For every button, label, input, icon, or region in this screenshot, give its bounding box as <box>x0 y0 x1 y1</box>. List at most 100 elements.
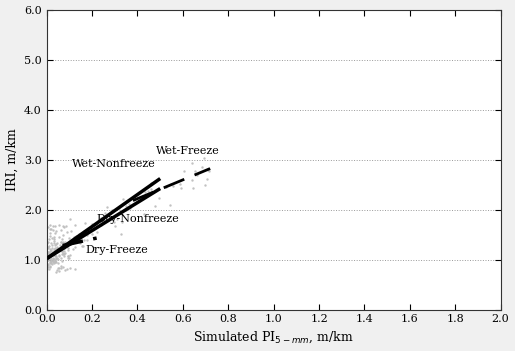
Point <box>64 253 72 259</box>
Point <box>58 259 66 264</box>
Point <box>188 160 196 166</box>
Point <box>57 239 65 245</box>
Point <box>47 258 56 264</box>
Point <box>50 223 59 229</box>
Point <box>57 264 65 269</box>
Point <box>53 267 61 273</box>
Point <box>92 221 100 227</box>
Point <box>50 243 59 248</box>
Point <box>43 262 52 268</box>
Point <box>115 205 123 211</box>
Point <box>57 239 65 245</box>
Point <box>46 223 54 228</box>
Point <box>46 226 55 232</box>
Point <box>57 227 65 232</box>
Point <box>45 256 53 262</box>
Point <box>72 234 80 240</box>
Point <box>72 237 80 242</box>
Point <box>44 224 53 230</box>
Point <box>61 251 69 256</box>
Point <box>46 257 55 263</box>
Point <box>46 231 55 236</box>
Point <box>49 224 57 229</box>
Point <box>66 265 74 271</box>
Point <box>50 240 58 246</box>
Point <box>60 246 68 251</box>
Point <box>89 226 97 231</box>
Point <box>76 235 84 240</box>
X-axis label: Simulated PI$_{5-mm}$, m/km: Simulated PI$_{5-mm}$, m/km <box>194 330 354 345</box>
Point <box>51 247 59 253</box>
Point <box>51 245 59 251</box>
Point <box>203 167 212 173</box>
Point <box>54 265 62 271</box>
Point <box>72 233 80 239</box>
Point <box>54 260 62 266</box>
Point <box>59 244 67 249</box>
Point <box>44 249 53 255</box>
Point <box>57 236 65 242</box>
Point <box>44 251 52 257</box>
Point <box>49 227 57 233</box>
Point <box>46 260 55 266</box>
Point <box>58 248 66 253</box>
Point <box>53 256 61 261</box>
Point <box>45 256 54 262</box>
Point <box>81 220 90 226</box>
Point <box>122 204 130 209</box>
Point <box>57 243 65 249</box>
Point <box>54 256 62 261</box>
Point <box>124 206 132 212</box>
Point <box>63 253 72 259</box>
Point <box>88 221 96 226</box>
Point <box>48 255 57 261</box>
Point <box>68 240 76 245</box>
Point <box>46 252 54 258</box>
Point <box>58 252 66 257</box>
Point <box>47 261 56 266</box>
Point <box>64 247 72 253</box>
Point <box>52 258 60 264</box>
Point <box>44 243 53 249</box>
Point <box>45 233 54 239</box>
Point <box>53 240 61 246</box>
Point <box>44 253 53 259</box>
Point <box>59 250 67 256</box>
Point <box>52 256 60 261</box>
Point <box>44 258 53 263</box>
Point <box>47 247 56 253</box>
Point <box>48 257 57 263</box>
Point <box>75 238 83 244</box>
Point <box>150 203 159 208</box>
Point <box>201 182 210 188</box>
Point <box>50 234 58 239</box>
Point <box>205 169 213 174</box>
Point <box>117 231 125 237</box>
Point <box>59 244 67 250</box>
Point <box>52 253 60 259</box>
Point <box>118 220 126 225</box>
Point <box>50 256 59 261</box>
Point <box>125 201 133 207</box>
Point <box>49 252 57 258</box>
Point <box>144 188 152 194</box>
Point <box>140 212 148 217</box>
Point <box>57 265 65 271</box>
Point <box>203 176 211 181</box>
Point <box>51 258 59 264</box>
Point <box>44 256 53 262</box>
Point <box>63 229 72 234</box>
Point <box>52 230 60 236</box>
Point <box>189 185 197 191</box>
Point <box>59 245 67 251</box>
Point <box>122 207 130 213</box>
Point <box>64 245 72 251</box>
Point <box>80 229 88 234</box>
Point <box>50 248 58 254</box>
Point <box>71 238 79 244</box>
Point <box>65 217 74 222</box>
Point <box>75 238 83 243</box>
Point <box>71 244 79 250</box>
Point <box>62 223 71 229</box>
Point <box>53 245 61 251</box>
